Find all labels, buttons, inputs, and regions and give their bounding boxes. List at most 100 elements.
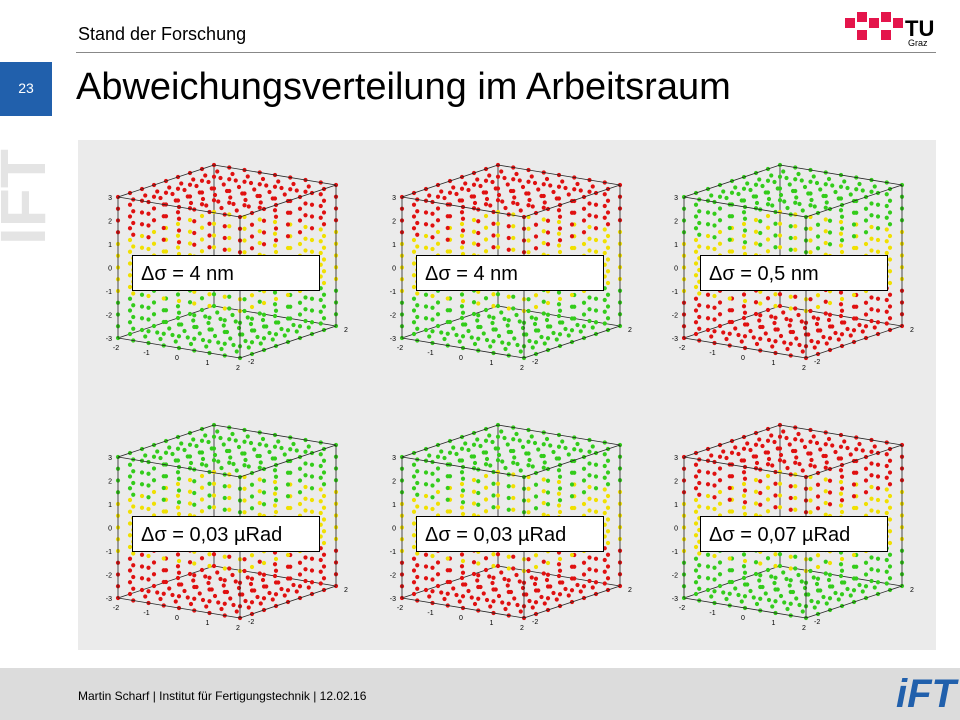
dot [496, 333, 502, 339]
dot [146, 553, 151, 559]
dot [793, 212, 798, 217]
dot [809, 598, 814, 604]
dot [727, 331, 732, 336]
dot [481, 591, 486, 596]
dot [697, 314, 702, 320]
dot [221, 323, 226, 328]
dot [151, 312, 157, 317]
dot [851, 482, 857, 487]
dot [808, 510, 813, 515]
dot [833, 590, 838, 596]
dot [545, 502, 551, 507]
dot [753, 501, 759, 506]
dot [476, 336, 481, 341]
dot [605, 517, 611, 522]
dot [309, 296, 315, 301]
dot [532, 440, 538, 446]
dot [587, 496, 592, 501]
dot [511, 177, 516, 182]
dot [545, 218, 551, 223]
dot [815, 304, 821, 310]
dot [242, 557, 247, 562]
dot [472, 200, 478, 206]
dot [503, 346, 508, 352]
dot [192, 490, 197, 496]
dot [751, 194, 756, 199]
dot [211, 493, 217, 498]
dot [167, 326, 172, 331]
dot [151, 501, 157, 506]
dot [131, 563, 136, 568]
dot [869, 189, 874, 194]
dot [207, 505, 212, 510]
dot [303, 578, 308, 584]
dot [693, 556, 699, 561]
dot [246, 605, 251, 610]
dot [782, 600, 787, 605]
dot [187, 241, 193, 246]
dot [823, 229, 828, 234]
dot [765, 497, 771, 502]
dot [587, 236, 592, 241]
dot [887, 458, 893, 463]
dot [869, 461, 874, 466]
dot [693, 296, 699, 301]
dot [602, 203, 607, 209]
dot [303, 567, 308, 572]
dot [484, 196, 490, 202]
dot [245, 434, 250, 439]
dot [838, 302, 844, 307]
dot [321, 529, 327, 534]
dot [887, 482, 893, 487]
dot [258, 460, 263, 465]
dot [826, 176, 832, 182]
dot [741, 221, 747, 227]
dot [605, 198, 611, 203]
dot [139, 316, 145, 321]
dot [556, 313, 562, 319]
dot [569, 482, 575, 487]
dot [471, 571, 477, 577]
dot [430, 577, 435, 582]
dot [491, 587, 496, 592]
dot [778, 333, 784, 339]
dot [161, 308, 166, 313]
dot [575, 441, 580, 447]
dot [884, 250, 889, 256]
dot [276, 179, 281, 184]
dot [556, 231, 562, 236]
dot [306, 325, 311, 330]
plot-label: Δσ = 0,03 µRad [416, 516, 604, 552]
dot [297, 572, 303, 577]
dot [809, 338, 814, 344]
dot [884, 499, 889, 504]
logo-main: TU [905, 16, 934, 41]
dot [839, 226, 845, 231]
dot [551, 590, 556, 596]
dot [839, 296, 845, 302]
cube-edge [401, 196, 525, 218]
dot [808, 226, 813, 231]
dot [815, 576, 821, 581]
dot [514, 431, 519, 437]
dot [242, 203, 247, 208]
dot [222, 341, 227, 346]
dot [581, 490, 587, 495]
dot [717, 323, 723, 329]
dot [839, 238, 845, 243]
dot [231, 602, 236, 608]
dot [127, 568, 133, 573]
dot [745, 181, 750, 186]
dot [548, 443, 553, 448]
dot [176, 334, 182, 339]
dot [863, 230, 869, 235]
dot [211, 292, 217, 297]
dot [243, 457, 248, 463]
dot [483, 178, 489, 183]
dot [297, 560, 303, 565]
dot [511, 212, 516, 217]
dot [415, 209, 420, 214]
dot [839, 580, 845, 585]
dot [733, 185, 738, 190]
dot [760, 443, 765, 449]
